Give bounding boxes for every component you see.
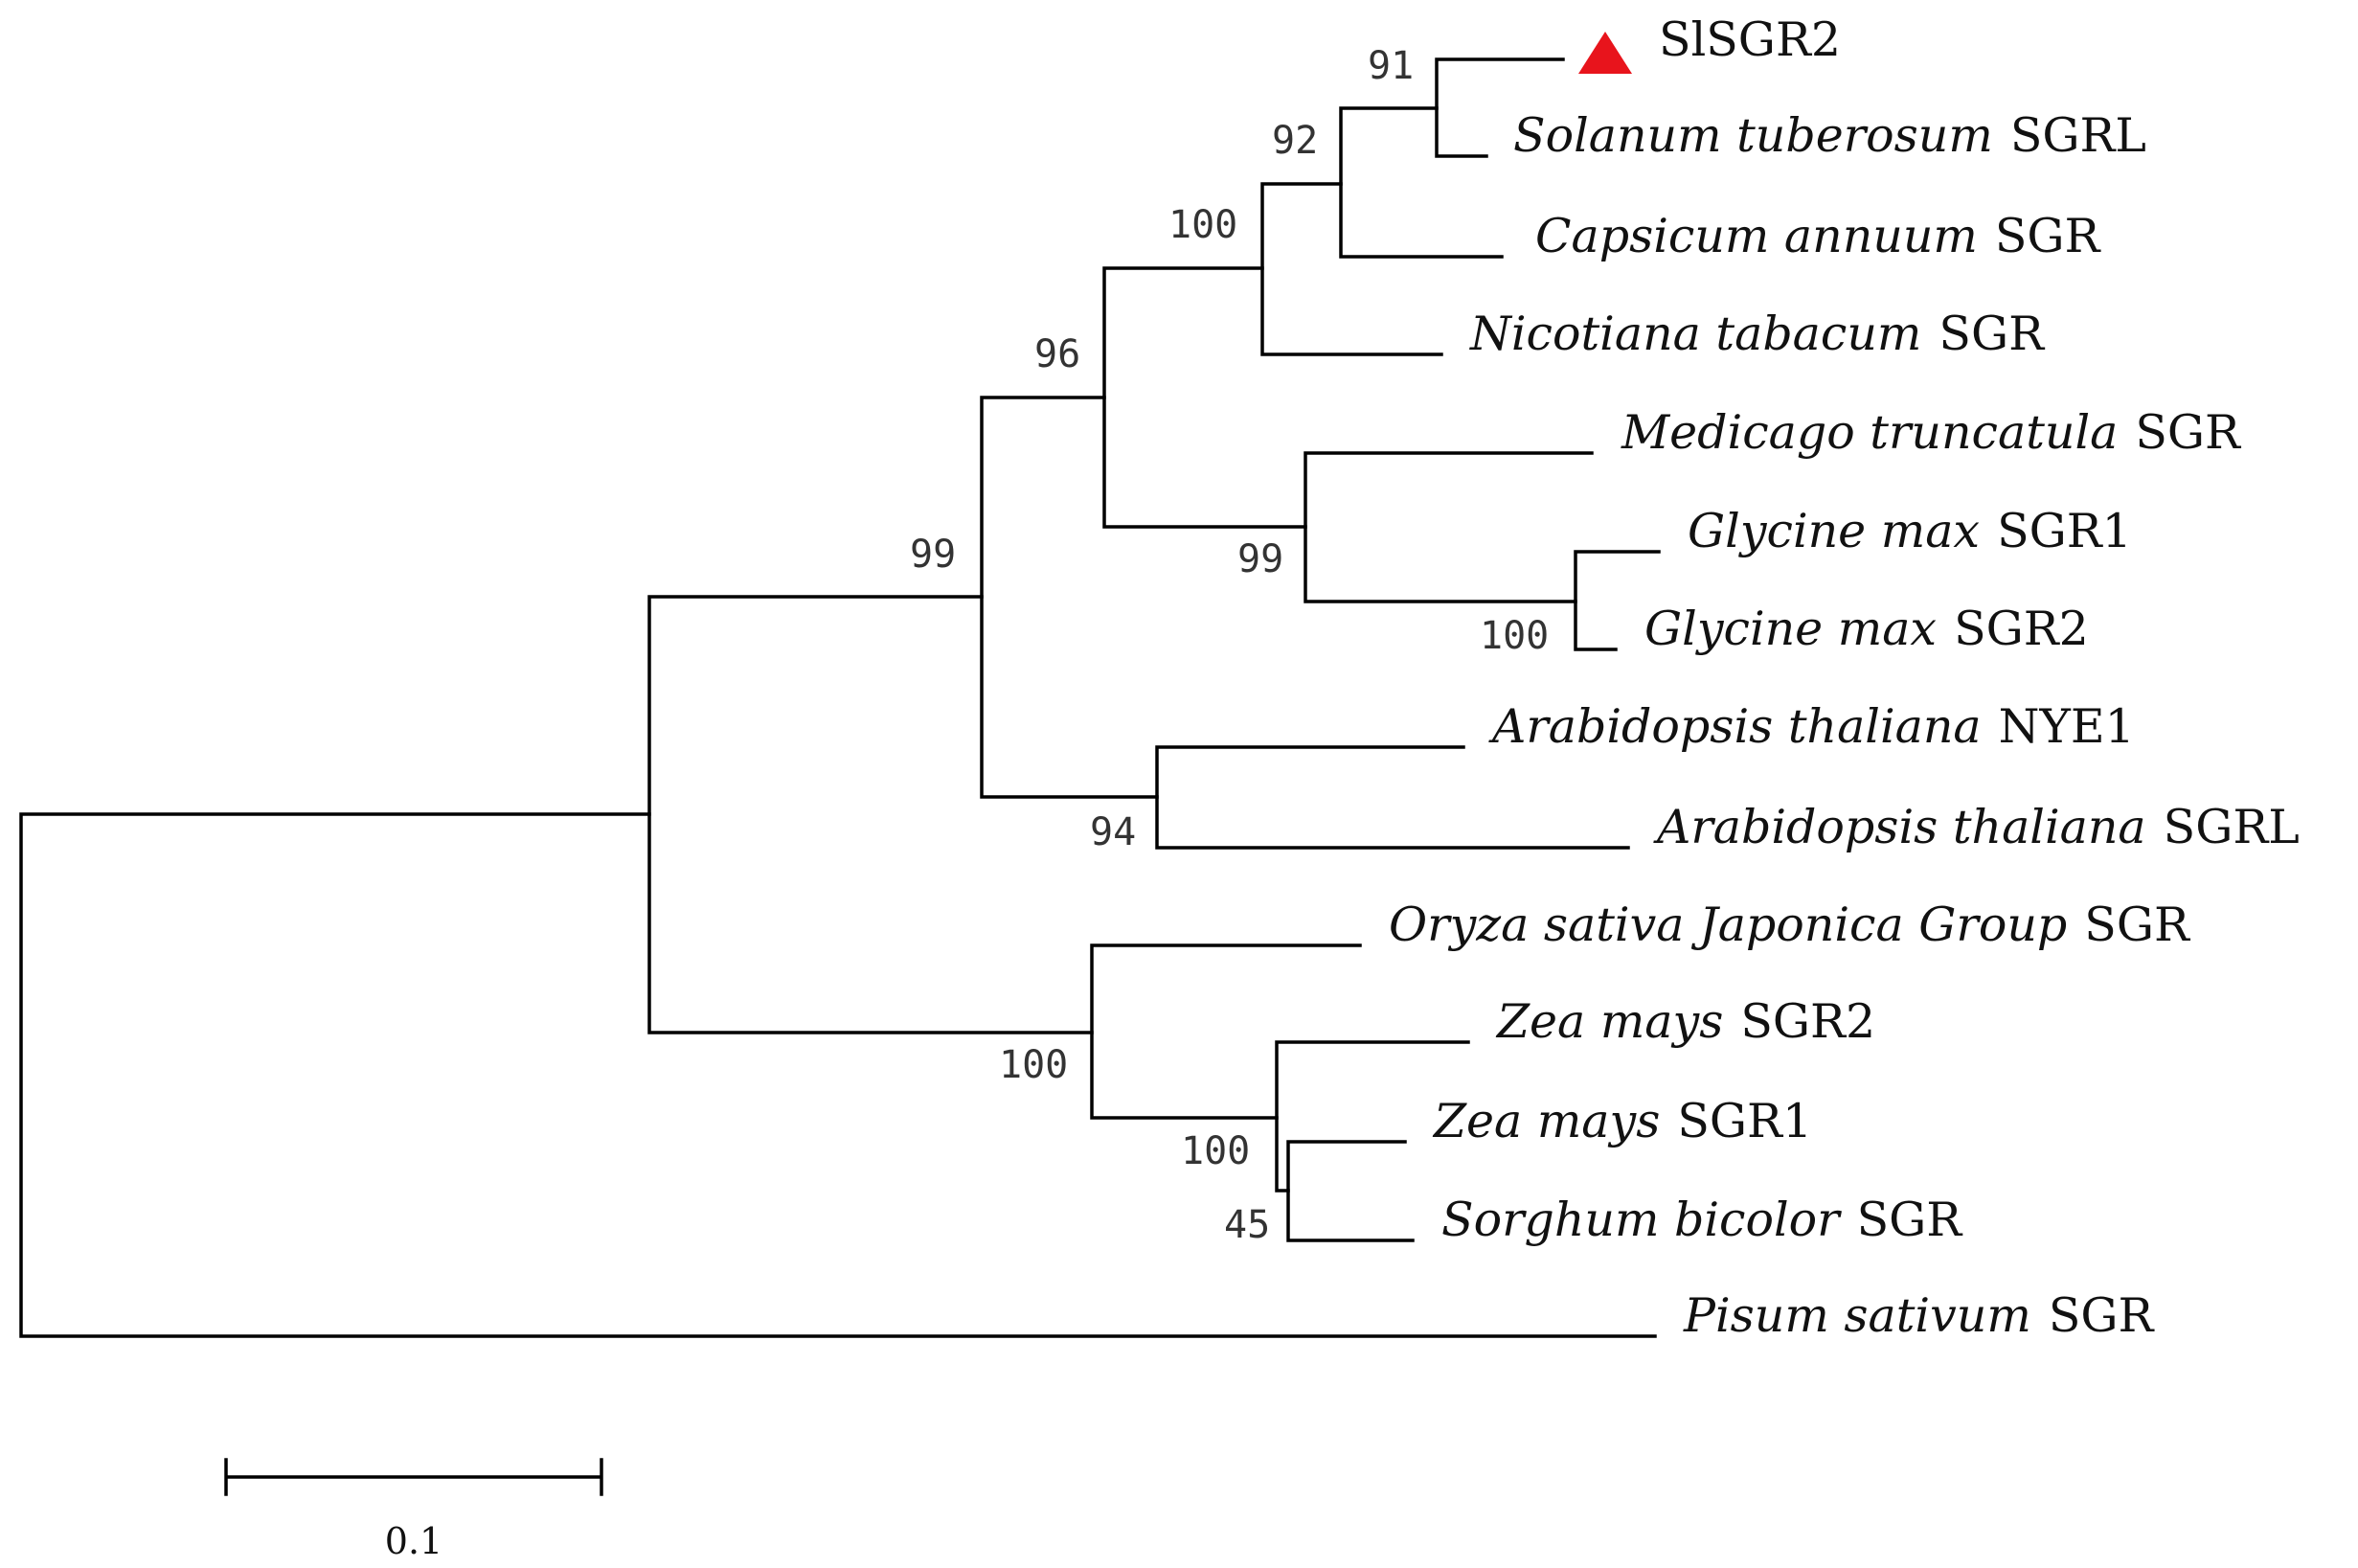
taxon-gene: SGR	[1939, 307, 2046, 361]
bootstrap-value: 100	[1168, 203, 1237, 247]
taxon-species: Zea mays	[1495, 994, 1723, 1049]
branch-slsgr2-solanum	[1435, 57, 1565, 158]
taxon-label-zea-mays-sgr1: Zea mays SGR1	[1432, 1094, 1812, 1148]
branch-root	[19, 812, 1657, 1338]
taxon-label-pisum-sativum: Pisum sativum SGR	[1683, 1288, 2156, 1343]
taxon-gene: SGR	[1995, 209, 2102, 263]
branch-zea-sorghum	[1275, 1040, 1470, 1193]
taxon-species: Oryza sativa Japonica Group	[1389, 898, 2067, 952]
bootstrap-values: 91 92 100 96 99 100 99 94 100 100 45	[910, 44, 1549, 1247]
taxon-label-glycine-max-sgr1: Glycine max SGR1	[1688, 504, 2132, 558]
taxon-gene: SGR1	[1677, 1094, 1812, 1148]
scale-bar-label: 0.1	[385, 1520, 442, 1562]
taxon-species: Glycine max	[1688, 504, 1980, 558]
taxon-label-zea-mays-sgr2: Zea mays SGR2	[1495, 994, 1875, 1049]
bootstrap-value: 96	[1034, 332, 1080, 376]
branch-solanaceae	[1260, 182, 1443, 356]
branch-arabidopsis	[1155, 745, 1630, 850]
bootstrap-value: 99	[910, 533, 956, 577]
taxon-gene: SGR	[2049, 1288, 2156, 1343]
scale-bar-line	[224, 1458, 603, 1496]
branch-zea1-sorghum	[1286, 1140, 1415, 1242]
scale-bar: 0.1	[224, 1458, 603, 1562]
taxon-species: Pisum sativum	[1683, 1288, 2031, 1343]
bootstrap-value: 45	[1224, 1203, 1270, 1247]
bootstrap-value: 100	[1480, 614, 1549, 658]
taxon-label-oryza-sativa: Oryza sativa Japonica Group SGR	[1389, 898, 2191, 952]
taxon-label-solanum-tuberosum: Solanum tuberosum SGRL	[1513, 108, 2146, 163]
bootstrap-value: 92	[1272, 119, 1318, 163]
branch-ingroup	[647, 595, 1094, 1034]
branch-glycine	[1574, 550, 1661, 651]
taxon-gene: SlSGR2	[1659, 12, 1841, 67]
branch-eudicot-core	[1102, 266, 1307, 529]
branch-eudicots	[980, 396, 1159, 799]
taxon-gene: SGR1	[1997, 504, 2132, 558]
bootstrap-value: 99	[1237, 537, 1283, 581]
tree-branches	[19, 57, 1661, 1338]
taxon-gene: SGR	[2084, 898, 2191, 952]
taxon-gene: SGR2	[1954, 602, 2089, 656]
taxon-label-glycine-max-sgr2: Glycine max SGR2	[1644, 602, 2089, 656]
bootstrap-value: 91	[1368, 44, 1414, 88]
taxon-species: Glycine max	[1644, 602, 1937, 656]
taxon-species: Sorghum bicolor	[1441, 1193, 1842, 1247]
taxon-gene: NYE1	[1999, 699, 2135, 754]
taxon-gene: SGR2	[1740, 994, 1875, 1049]
taxon-label-medicago-truncatula: Medicago truncatula SGR	[1621, 405, 2242, 460]
branch-monocots	[1090, 943, 1362, 1120]
red-triangle-icon	[1578, 32, 1632, 74]
taxon-species: Solanum tuberosum	[1513, 108, 1993, 163]
taxon-label-arabidopsis-thaliana-sgrl: Arabidopsis thaliana SGRL	[1653, 800, 2300, 854]
taxon-label-sorghum-bicolor: Sorghum bicolor SGR	[1441, 1193, 1963, 1247]
taxon-species: Arabidopsis thaliana	[1653, 800, 2146, 854]
taxon-gene: SGR	[2135, 405, 2242, 460]
taxon-species: Capsicum annuum	[1535, 209, 1978, 263]
taxon-label-arabidopsis-thaliana-nye1: Arabidopsis thaliana NYE1	[1488, 699, 2135, 754]
taxon-species: Arabidopsis thaliana	[1488, 699, 1982, 754]
bootstrap-value: 94	[1090, 810, 1136, 854]
taxon-labels: SlSGR2 Solanum tuberosum SGRL Capsicum an…	[1389, 12, 2300, 1343]
bootstrap-value: 100	[1181, 1129, 1250, 1173]
taxon-gene: SGRL	[2010, 108, 2146, 163]
branch-legumes	[1304, 451, 1594, 603]
taxon-label-slsgr2: SlSGR2	[1659, 12, 1841, 67]
taxon-species: Nicotiana tabacum	[1469, 307, 1921, 361]
branch-slsgr2-capsicum	[1339, 106, 1504, 259]
bootstrap-value: 100	[999, 1043, 1068, 1087]
taxon-label-nicotiana-tabacum: Nicotiana tabacum SGR	[1469, 307, 2046, 361]
taxon-species: Zea mays	[1432, 1094, 1660, 1148]
taxon-gene: SGR	[1857, 1193, 1964, 1247]
taxon-species: Medicago truncatula	[1621, 405, 2118, 460]
taxon-label-capsicum-annuum: Capsicum annuum SGR	[1535, 209, 2102, 263]
taxon-gene: SGRL	[2164, 800, 2300, 854]
